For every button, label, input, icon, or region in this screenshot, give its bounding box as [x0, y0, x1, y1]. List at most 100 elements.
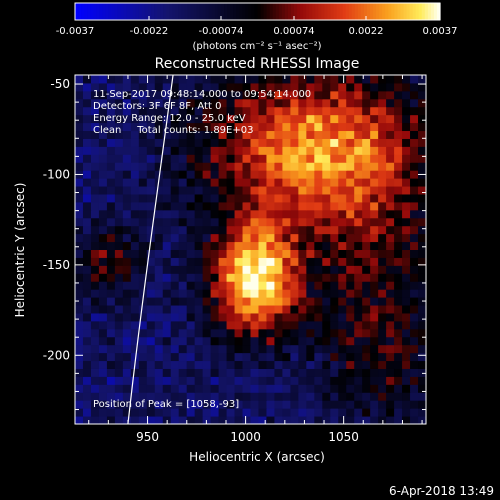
heatmap-cell — [370, 225, 379, 235]
heatmap-cell — [114, 209, 124, 219]
heatmap-cell — [242, 146, 251, 155]
heatmap-cell — [258, 106, 267, 116]
heatmap-cell — [106, 146, 116, 155]
heatmap-cell — [402, 352, 411, 362]
heatmap-cell — [186, 122, 196, 132]
heatmap-cell — [258, 209, 267, 219]
heatmap-cell — [194, 170, 204, 179]
heatmap-cell — [274, 130, 283, 139]
heatmap-cell — [106, 98, 116, 108]
heatmap-cell — [234, 368, 244, 377]
heatmap-cell — [138, 241, 148, 250]
heatmap-cell — [75, 344, 84, 354]
heatmap-cell — [75, 257, 84, 266]
heatmap-cell — [82, 114, 92, 124]
heatmap-cell — [194, 241, 204, 250]
heatmap-cell — [218, 392, 228, 401]
heatmap-cell — [298, 122, 307, 132]
heatmap-cell — [354, 281, 363, 290]
heatmap-cell — [82, 360, 92, 369]
heatmap-cell — [282, 178, 291, 187]
heatmap-cell — [346, 400, 355, 409]
heatmap-cell — [162, 400, 172, 409]
heatmap-cell — [330, 201, 339, 211]
heatmap-cell — [170, 305, 180, 314]
heatmap-cell — [98, 265, 108, 274]
heatmap-cell — [402, 360, 411, 369]
heatmap-cell — [90, 193, 100, 203]
heatmap-cell — [274, 170, 283, 179]
heatmap-cell — [258, 130, 267, 139]
heatmap-cell — [122, 186, 132, 195]
heatmap-cell — [306, 265, 315, 274]
heatmap-cell — [122, 90, 132, 100]
heatmap-cell — [162, 312, 172, 322]
heatmap-cell — [98, 273, 108, 282]
heatmap-cell — [258, 352, 267, 362]
heatmap-cell — [114, 106, 124, 116]
heatmap-cell — [322, 98, 331, 108]
heatmap-cell — [282, 90, 291, 100]
heatmap-cell — [274, 328, 283, 338]
heatmap-cell — [146, 392, 156, 401]
heatmap-cell — [242, 98, 251, 108]
heatmap-cell — [290, 312, 299, 322]
heatmap-cell — [202, 297, 212, 306]
heatmap-cell — [162, 193, 172, 203]
heatmap-cell — [338, 162, 347, 171]
heatmap-cell — [386, 352, 395, 362]
heatmap-cell — [346, 392, 355, 401]
heatmap-cell — [90, 368, 100, 377]
heatmap-cell — [306, 201, 315, 211]
heatmap-cell — [250, 162, 259, 171]
heatmap-cell — [114, 328, 124, 338]
heatmap-cell — [162, 75, 172, 84]
colorbar-swatch — [129, 3, 134, 20]
heatmap-cell — [75, 392, 84, 401]
heatmap-cell — [194, 336, 204, 346]
heatmap-cell — [75, 416, 84, 424]
heatmap-cell — [394, 90, 403, 100]
heatmap-cell — [242, 392, 251, 401]
colorbar-swatch — [339, 3, 344, 20]
heatmap-cell — [250, 328, 259, 338]
heatmap-cell — [370, 98, 379, 108]
heatmap-cell — [338, 217, 347, 227]
heatmap-cell — [370, 320, 379, 330]
heatmap-cell — [266, 162, 275, 171]
heatmap-cell — [210, 106, 220, 116]
heatmap-cell — [290, 114, 299, 124]
heatmap-cell — [250, 114, 259, 124]
heatmap-cell — [82, 225, 92, 235]
heatmap-cell — [402, 241, 411, 250]
heatmap-cell — [218, 297, 228, 306]
heatmap-cell — [306, 328, 315, 338]
annotation-block: 11-Sep-2017 09:48:14.000 to 09:54:14.000… — [93, 89, 311, 136]
heatmap-cell — [98, 289, 108, 298]
colorbar-swatch — [163, 3, 167, 20]
heatmap-cell — [178, 106, 188, 116]
heatmap-cell — [410, 106, 419, 116]
heatmap-cell — [75, 305, 84, 314]
heatmap-cell — [410, 273, 419, 282]
heatmap-cell — [106, 328, 116, 338]
heatmap-cell — [186, 297, 196, 306]
heatmap-cell — [378, 106, 387, 116]
heatmap-cell — [298, 225, 307, 235]
heatmap-cell — [114, 193, 124, 203]
heatmap-cell — [75, 265, 84, 274]
heatmap-cell — [114, 217, 124, 227]
heatmap-cell — [234, 400, 244, 409]
heatmap-cell — [370, 352, 379, 362]
heatmap-cell — [394, 400, 403, 409]
heatmap-cell — [314, 98, 323, 108]
heatmap-cell — [290, 178, 299, 187]
heatmap-cell — [194, 376, 204, 385]
heatmap-cell — [130, 106, 140, 116]
heatmap-cell — [274, 122, 283, 132]
heatmap-cell — [354, 162, 363, 171]
colorbar-swatch — [315, 3, 319, 20]
heatmap-cell — [250, 178, 259, 187]
heatmap-cell — [386, 130, 395, 139]
